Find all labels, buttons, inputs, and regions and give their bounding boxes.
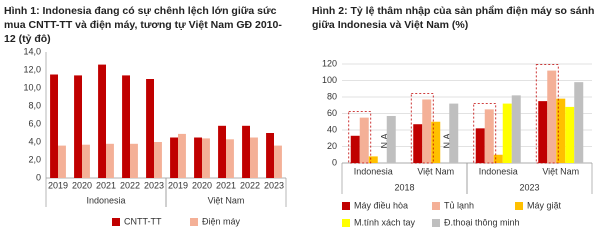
bar [154, 142, 162, 178]
bar [250, 137, 258, 178]
page: 0 2,0 4,0 6,0 8,0 10,0 12,0 14,0 2019 2020 2021 202… [4, 5, 595, 228]
bar [82, 144, 90, 178]
highlight-box [473, 102, 497, 164]
na-label: N.A [380, 133, 390, 148]
x-tick-label: 2021 [96, 180, 116, 190]
bar [350, 135, 360, 163]
x-tick-label: 2019 [48, 180, 68, 190]
y-tick-label: 60 [327, 108, 337, 118]
legend-label: Đ.thoại thông minh [444, 217, 520, 227]
legend-label: Tủ lạnh [444, 200, 474, 210]
y-tick-label: 6,0 [28, 118, 41, 128]
y-tick-label: 40 [327, 124, 337, 134]
legend-swatch [432, 202, 440, 210]
group-label: Việt Nam [208, 195, 245, 205]
bar [413, 124, 423, 163]
group-label: 2018 [394, 182, 414, 192]
bar [386, 115, 396, 163]
bar [449, 103, 459, 163]
x-tick-label: 2019 [168, 180, 188, 190]
y-tick-label: 80 [327, 91, 337, 101]
bar [556, 98, 566, 163]
y-tick-label: 8,0 [28, 100, 41, 110]
y-tick-label: 14,0 [23, 46, 41, 56]
bar [484, 109, 494, 163]
legend-swatch [342, 202, 350, 210]
legend-swatch [432, 219, 440, 227]
bar [98, 64, 106, 178]
bar [218, 125, 226, 178]
legend-swatch [190, 218, 198, 226]
x-tick-label: Indonesia [479, 166, 518, 176]
bar [511, 95, 521, 163]
y-tick-label: 2,0 [28, 154, 41, 164]
y-tick-label: 4,0 [28, 136, 41, 146]
legend-label: CNTT-TT [124, 216, 162, 226]
y-tick-label: 20 [327, 141, 337, 151]
x-tick-label: 2021 [216, 180, 236, 190]
highlight-box [348, 111, 372, 164]
legend-label: Máy điều hòa [354, 200, 408, 210]
x-tick-label: Việt Nam [417, 166, 454, 176]
y-tick-label: 12,0 [23, 64, 41, 74]
y-tick-label: 0 [36, 172, 41, 182]
x-tick-label: 2020 [192, 180, 212, 190]
x-tick-label: 2022 [240, 180, 260, 190]
bar [274, 145, 282, 178]
chart-title: Hình 1: Indonesia đang có sự chênh lệch … [4, 5, 282, 45]
bar [266, 133, 274, 178]
bar [368, 156, 378, 163]
bar [502, 103, 512, 163]
bar [146, 79, 154, 178]
bar [122, 75, 130, 178]
y-tick-label: 0 [332, 157, 337, 167]
bar [130, 143, 138, 178]
bar [547, 70, 557, 163]
x-tick-label: Việt Nam [542, 166, 579, 176]
group-label: 2023 [519, 182, 539, 192]
legend-label: Điện máy [202, 216, 241, 226]
bar [178, 133, 186, 178]
x-tick-label: Indonesia [354, 166, 393, 176]
legend-swatch [342, 219, 350, 227]
y-tick-label: 120 [322, 58, 337, 68]
bar [202, 138, 210, 178]
bar [475, 128, 485, 163]
bar [226, 139, 234, 178]
highlight-box [410, 93, 434, 164]
legend-label: Máy giặt [527, 200, 562, 210]
bar [493, 154, 503, 163]
legend-swatch [515, 202, 523, 210]
x-tick-label: 2023 [264, 180, 284, 190]
bar [359, 117, 369, 163]
bar [422, 99, 432, 163]
group-label: Indonesia [86, 195, 125, 205]
x-tick-label: 2022 [120, 180, 140, 190]
y-tick-label: 10,0 [23, 82, 41, 92]
na-label: N.A [442, 133, 452, 148]
x-tick-label: 2023 [144, 180, 164, 190]
legend-label: M.tính xách tay [354, 217, 416, 227]
bar [50, 74, 58, 178]
bar [106, 143, 114, 178]
bar [431, 121, 441, 163]
bar [170, 137, 178, 178]
bar [574, 82, 584, 163]
legend-swatch [112, 218, 120, 226]
y-tick-label: 100 [322, 75, 337, 85]
bar [194, 137, 202, 178]
bar [58, 145, 66, 178]
x-tick-label: 2020 [72, 180, 92, 190]
bar [242, 125, 250, 178]
bar [74, 75, 82, 178]
bar [565, 106, 575, 163]
bar [538, 101, 548, 163]
chart-title: Hình 2: Tỷ lệ thâm nhập của sản phẩm điệ… [312, 5, 595, 31]
